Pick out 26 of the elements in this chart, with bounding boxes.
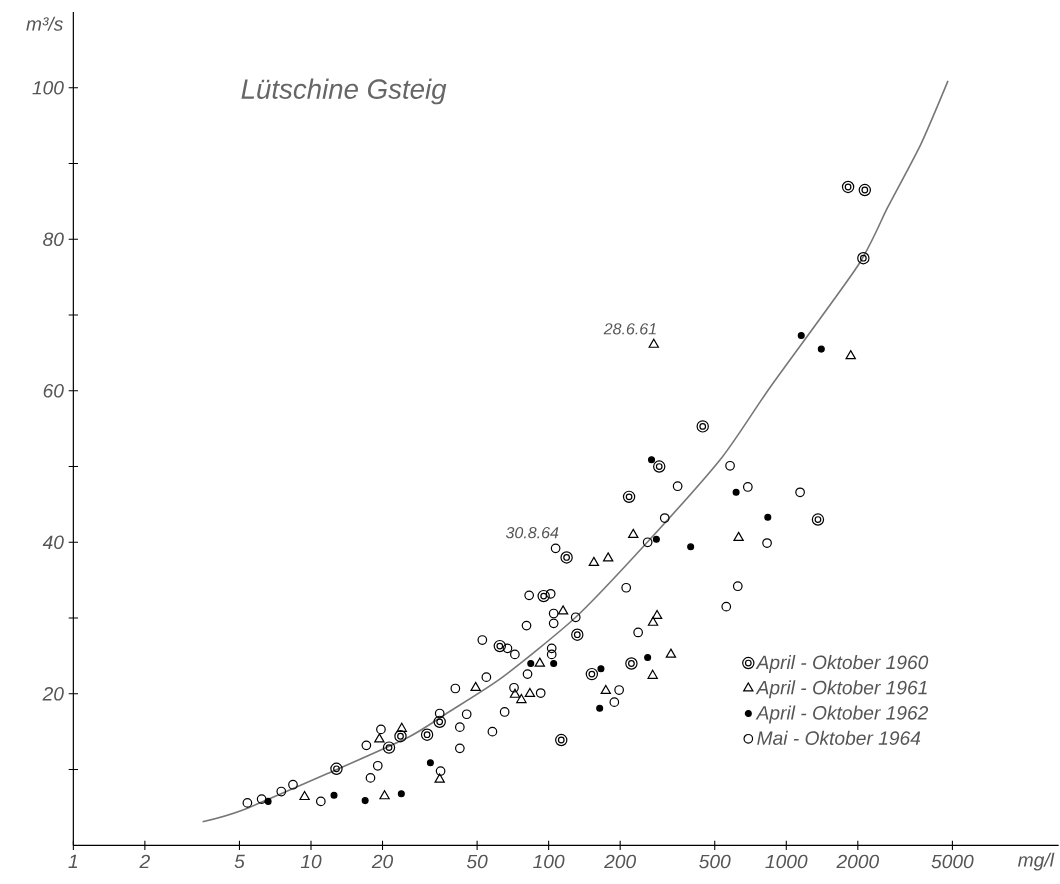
text: Lütschine Gsteig [241, 78, 447, 105]
x-tick-label: 5 [234, 854, 245, 869]
legend-label: April - Oktober 1962 [755, 705, 929, 724]
x-tick-label: 2 [139, 854, 150, 869]
x-tick-label: 100 [533, 854, 565, 869]
legend-label: Mai - Oktober 1964 [757, 730, 921, 745]
annotation: 28.6.61 [603, 323, 656, 335]
y-tick-label: 20 [42, 687, 64, 701]
legend-label: April - Oktober 1960 [755, 655, 929, 673]
x-tick-label: 10 [300, 854, 322, 869]
annotation: 30.8.64 [505, 526, 559, 539]
x-tick-label: 2000 [836, 854, 880, 869]
y-tick-label: 80 [43, 232, 64, 247]
y-tick-label: 100 [32, 80, 64, 95]
x-tick-label: 200 [604, 854, 637, 869]
x-tick-label: 5000 [931, 854, 974, 869]
x-tick-label: 1000 [765, 854, 808, 869]
x-tick-label: 1 [68, 854, 78, 868]
x-tick-label: 20 [371, 854, 394, 869]
y-tick-label: 40 [42, 535, 64, 550]
x-tick-label: 500 [699, 854, 731, 869]
legend-label: April - Oktober 1961 [755, 680, 927, 699]
y-tick-label: 60 [43, 383, 64, 398]
x-axis-title: mg/l [1018, 852, 1055, 871]
y-axis-title: m³/s [26, 16, 63, 31]
x-tick-label: 50 [466, 854, 488, 869]
